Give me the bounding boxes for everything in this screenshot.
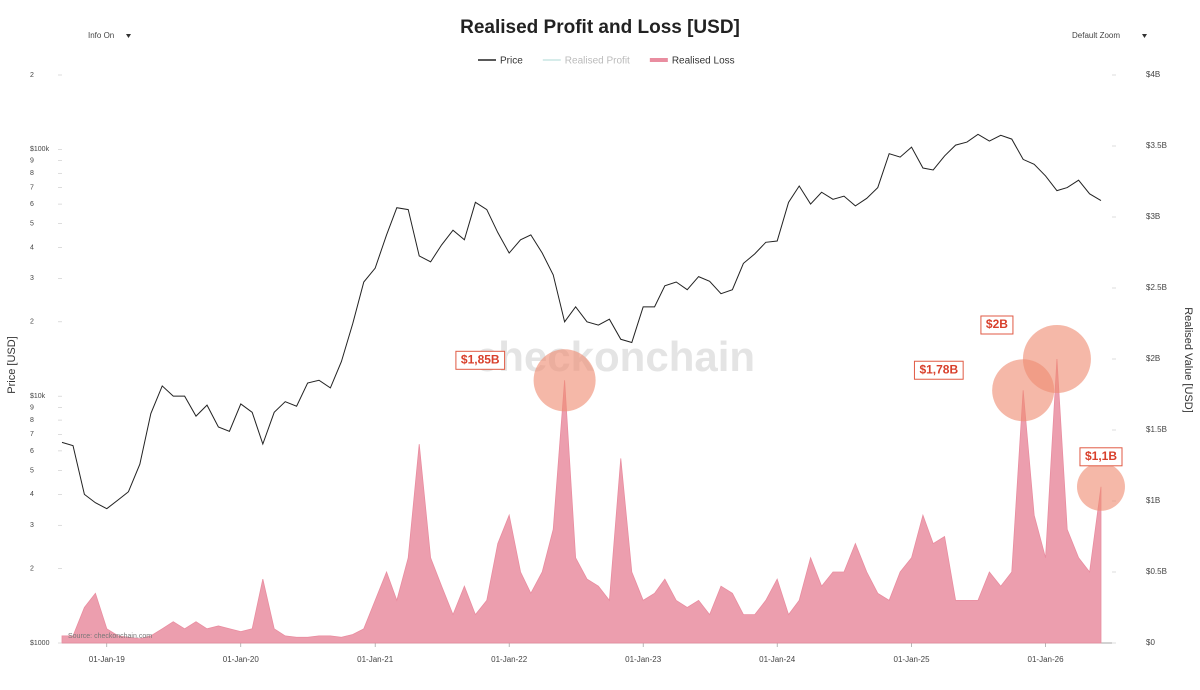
- x-tick-label: 01-Jan-21: [357, 655, 394, 664]
- annotation-box: [913, 360, 964, 380]
- y-tick-label: $1000: [30, 640, 50, 647]
- annotation-box: [455, 350, 506, 370]
- zoom-select[interactable]: Default Zoom: [1072, 31, 1120, 40]
- y-tick-label: 8: [30, 417, 34, 424]
- y2-tick-label: $1B: [1146, 496, 1160, 505]
- annotation-circle: [1076, 462, 1125, 511]
- annotation-text: $1,78B: [919, 362, 958, 376]
- annotation-box: [1079, 447, 1123, 467]
- y-axis-title: Price [USD]: [6, 336, 18, 393]
- annotation-circle: [533, 349, 596, 412]
- legend-label: Price: [500, 56, 523, 67]
- y2-tick-label: $0: [1146, 638, 1155, 647]
- y-tick-label: 7: [30, 184, 34, 191]
- x-tick-label: 01-Jan-20: [223, 655, 260, 664]
- annotation-text: $1,1B: [1085, 449, 1117, 463]
- y2-tick-label: $4B: [1146, 70, 1160, 79]
- y-tick-label: 5: [30, 220, 34, 227]
- legend-label: Realised Loss: [672, 56, 735, 67]
- y-tick-label: 2: [30, 72, 34, 79]
- chart-title: Realised Profit and Loss [USD]: [460, 17, 740, 38]
- y2-tick-label: $2.5B: [1146, 283, 1167, 292]
- y-tick-label: 6: [30, 201, 34, 208]
- info-toggle[interactable]: Info On: [88, 31, 114, 40]
- annotation-text: $1,85B: [461, 352, 500, 366]
- loss-area: [61, 358, 1102, 644]
- y-tick-label: 6: [30, 448, 34, 455]
- source-note: Source: checkonchain.com: [68, 633, 152, 640]
- legend-label: Realised Profit: [565, 56, 630, 67]
- y-tick-label: 3: [30, 275, 34, 282]
- dropdown-icon[interactable]: [1142, 34, 1147, 38]
- y-tick-label: 9: [30, 404, 34, 411]
- x-tick-label: 01-Jan-24: [759, 655, 796, 664]
- y-tick-label: 4: [30, 491, 34, 498]
- x-tick-label: 01-Jan-26: [1028, 655, 1065, 664]
- y-tick-label: 8: [30, 170, 34, 177]
- y-tick-label: 7: [30, 431, 34, 438]
- annotation-label: $2B: [980, 315, 1014, 335]
- y-tick-label: 3: [30, 522, 34, 529]
- y-tick-label: 2: [30, 319, 34, 326]
- price-line: [61, 133, 1102, 510]
- y-tick-label: 9: [30, 157, 34, 164]
- y2-axis-title: Realised Value [USD]: [1182, 307, 1194, 413]
- annotation-label: $1,85B: [455, 350, 506, 370]
- y-tick-label: $10k: [30, 393, 46, 400]
- dropdown-icon[interactable]: [126, 34, 131, 38]
- y-tick-label: 4: [30, 244, 34, 251]
- y-tick-label: $100k: [30, 146, 50, 153]
- y2-tick-label: $3.5B: [1146, 141, 1167, 150]
- x-tick-label: 01-Jan-22: [491, 655, 528, 664]
- annotation-label: $1,78B: [913, 360, 964, 380]
- y2-tick-label: $1.5B: [1146, 425, 1167, 434]
- annotation-text: $2B: [986, 317, 1008, 331]
- x-tick-label: 01-Jan-25: [894, 655, 931, 664]
- watermark: checkonchain: [475, 333, 755, 380]
- y-tick-label: 5: [30, 467, 34, 474]
- y2-tick-label: $3B: [1146, 212, 1160, 221]
- y2-tick-label: $2B: [1146, 354, 1160, 363]
- annotation-circle: [1022, 325, 1091, 393]
- x-tick-label: 01-Jan-23: [625, 655, 662, 664]
- y-tick-label: 2: [30, 566, 34, 573]
- annotation-label: $1,1B: [1079, 447, 1123, 467]
- y2-tick-label: $0.5B: [1146, 567, 1167, 576]
- annotation-box: [980, 315, 1014, 335]
- x-tick-label: 01-Jan-19: [89, 655, 126, 664]
